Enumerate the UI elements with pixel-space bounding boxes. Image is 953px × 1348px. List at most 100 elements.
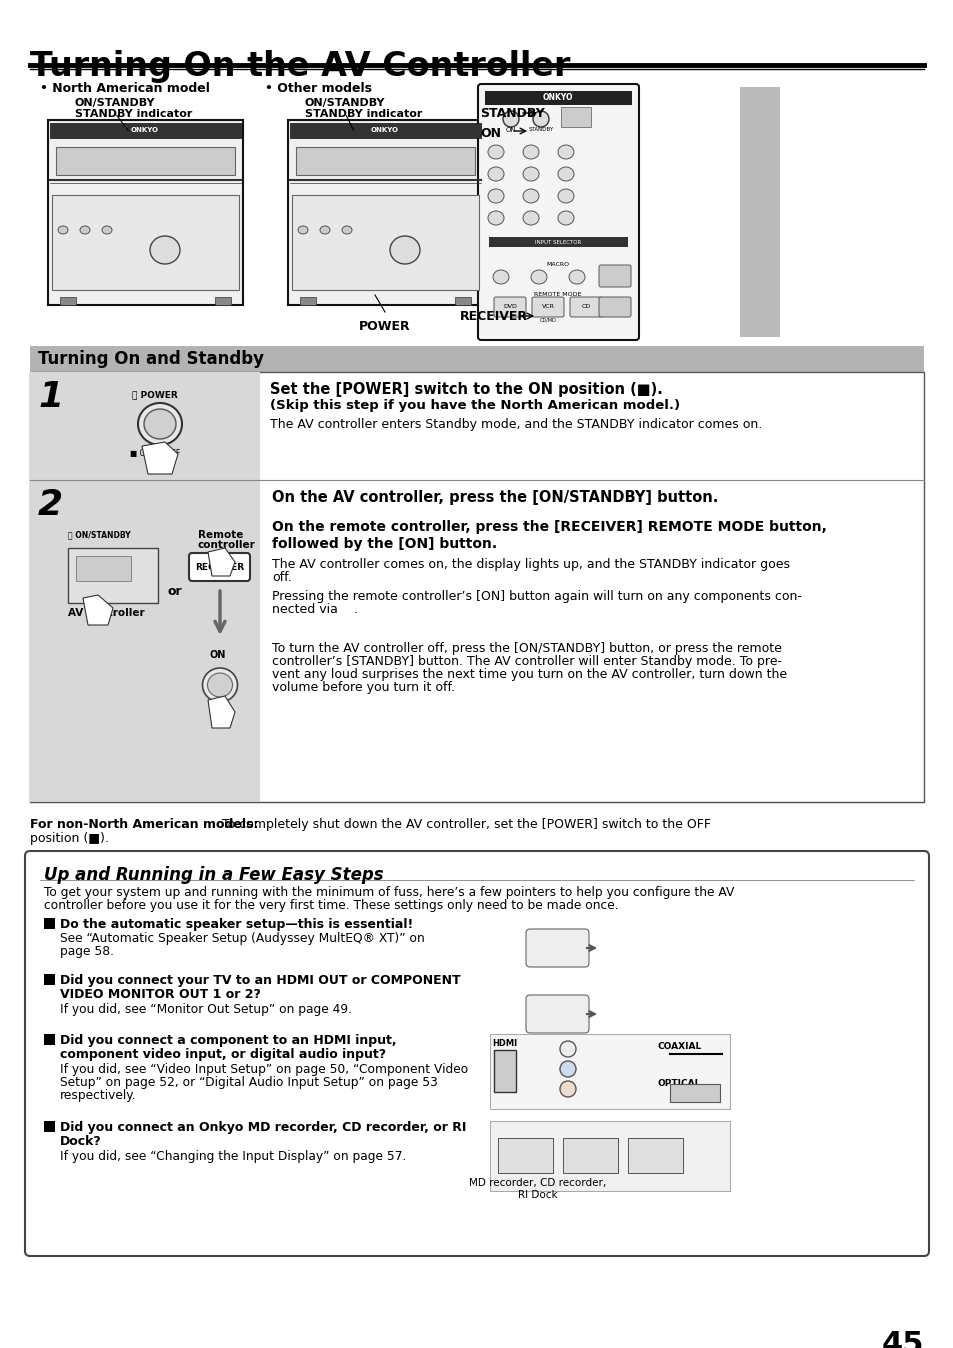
Bar	[68, 549, 158, 603]
Text: MACRO: MACRO	[546, 263, 569, 267]
Ellipse shape	[301, 197, 314, 208]
Text: To get your system up and running with the minimum of fuss, here’s a few pointer: To get your system up and running with t…	[44, 886, 734, 899]
Text: Up and Running in a Few Easy Steps: Up and Running in a Few Easy Steps	[44, 865, 383, 884]
Text: ON: ON	[210, 650, 226, 661]
Text: 45: 45	[881, 1330, 923, 1348]
Text: VCR: VCR	[541, 305, 554, 310]
Ellipse shape	[319, 226, 330, 235]
Text: OPTICAL: OPTICAL	[658, 1078, 700, 1088]
Bar	[214, 297, 231, 305]
Ellipse shape	[502, 111, 518, 127]
Text: ON/STANDBY: ON/STANDBY	[75, 98, 155, 108]
Bar	[295, 147, 475, 175]
Polygon shape	[142, 442, 178, 474]
Text: Turning On and Standby: Turning On and Standby	[38, 350, 264, 368]
Text: DVD: DVD	[502, 305, 517, 310]
FancyBboxPatch shape	[598, 266, 630, 287]
Text: page 58.: page 58.	[60, 945, 113, 958]
Text: followed by the [ON] button.: followed by the [ON] button.	[272, 537, 497, 551]
Ellipse shape	[61, 197, 75, 208]
Text: ONKYO: ONKYO	[131, 127, 159, 133]
Bar	[562, 1138, 618, 1173]
Bar	[669, 1084, 720, 1103]
Text: RECEIVER: RECEIVER	[195, 562, 244, 572]
Bar	[484, 92, 631, 105]
Text: The AV controller enters Standby mode, and the STANDBY indicator comes on.: The AV controller enters Standby mode, a…	[270, 418, 761, 431]
Ellipse shape	[488, 146, 503, 159]
Ellipse shape	[58, 226, 68, 235]
Ellipse shape	[558, 167, 574, 181]
Text: CD/MD: CD/MD	[539, 318, 556, 322]
Ellipse shape	[559, 1061, 576, 1077]
Text: The AV controller comes on, the display lights up, and the STANDBY indicator goe: The AV controller comes on, the display …	[272, 558, 789, 572]
Text: vent any loud surprises the next time you turn on the AV controller, turn down t: vent any loud surprises the next time yo…	[272, 669, 786, 681]
Text: respectively.: respectively.	[60, 1089, 136, 1103]
Ellipse shape	[102, 226, 112, 235]
FancyBboxPatch shape	[598, 297, 630, 317]
Ellipse shape	[391, 197, 405, 208]
Text: AV controller: AV controller	[68, 608, 145, 617]
Ellipse shape	[390, 236, 419, 264]
Ellipse shape	[533, 111, 548, 127]
Text: controller before you use it for the very first time. These settings only need t: controller before you use it for the ver…	[44, 899, 618, 913]
Text: Turning On the AV Controller: Turning On the AV Controller	[30, 50, 570, 84]
Text: off.: off.	[272, 572, 292, 584]
Text: Setup” on page 52, or “Digital Audio Input Setup” on page 53: Setup” on page 52, or “Digital Audio Inp…	[60, 1076, 437, 1089]
Text: ONKYO: ONKYO	[371, 127, 398, 133]
Text: nected via    .: nected via .	[272, 603, 357, 616]
Bar	[490, 1122, 729, 1192]
Bar	[290, 123, 480, 137]
Bar	[490, 1034, 729, 1109]
Text: ON: ON	[479, 127, 500, 140]
Text: • North American model: • North American model	[40, 82, 210, 94]
Ellipse shape	[531, 270, 546, 284]
Ellipse shape	[346, 197, 359, 208]
Text: or: or	[168, 585, 182, 599]
Ellipse shape	[522, 189, 538, 204]
Bar	[44, 918, 55, 929]
Bar	[494, 1050, 516, 1092]
Ellipse shape	[559, 1041, 576, 1057]
Text: • Other models: • Other models	[265, 82, 372, 94]
FancyBboxPatch shape	[25, 851, 928, 1256]
Text: STANDBY: STANDBY	[479, 106, 544, 120]
Bar	[455, 297, 471, 305]
Bar	[44, 1034, 55, 1045]
Ellipse shape	[488, 167, 503, 181]
Text: COAXIAL: COAXIAL	[658, 1042, 701, 1051]
FancyBboxPatch shape	[288, 120, 482, 305]
Text: component video input, or digital audio input?: component video input, or digital audio …	[60, 1047, 386, 1061]
Bar	[76, 555, 131, 581]
Ellipse shape	[488, 189, 503, 204]
Ellipse shape	[341, 226, 352, 235]
Text: position (■).: position (■).	[30, 832, 109, 845]
Bar	[292, 195, 478, 290]
Bar	[30, 346, 923, 372]
Text: Dock?: Dock?	[60, 1135, 102, 1148]
Text: Do the automatic speaker setup—this is essential!: Do the automatic speaker setup—this is e…	[60, 918, 413, 931]
Text: Did you connect your TV to an HDMI OUT or COMPONENT: Did you connect your TV to an HDMI OUT o…	[60, 975, 460, 987]
Ellipse shape	[436, 197, 450, 208]
FancyBboxPatch shape	[525, 995, 588, 1033]
Text: Pressing the remote controller’s [ON] button again will turn on any components c: Pressing the remote controller’s [ON] bu…	[272, 590, 801, 603]
Text: Set the [POWER] switch to the ON position (■).: Set the [POWER] switch to the ON positio…	[270, 381, 662, 398]
Text: ONKYO: ONKYO	[542, 93, 573, 102]
Text: If you did, see “Changing the Input Display” on page 57.: If you did, see “Changing the Input Disp…	[60, 1150, 406, 1163]
Text: On the AV controller, press the [ON/STANDBY] button.: On the AV controller, press the [ON/STAN…	[272, 491, 718, 506]
Text: controller’s [STANDBY] button. The AV controller will enter Standby mode. To pre: controller’s [STANDBY] button. The AV co…	[272, 655, 781, 669]
FancyBboxPatch shape	[189, 553, 250, 581]
Polygon shape	[208, 696, 234, 728]
Text: STANDBY: STANDBY	[528, 127, 553, 132]
Bar	[44, 975, 55, 985]
Text: Did you connect an Onkyo MD recorder, CD recorder, or RI: Did you connect an Onkyo MD recorder, CD…	[60, 1122, 466, 1134]
Text: See “Automatic Speaker Setup (Audyssey MultEQ® XT)” on: See “Automatic Speaker Setup (Audyssey M…	[60, 931, 424, 945]
Text: CD: CD	[580, 305, 590, 310]
Text: ■ ON  ■ OFF: ■ ON ■ OFF	[130, 449, 180, 458]
Ellipse shape	[106, 197, 120, 208]
Text: REMOTE MODE: REMOTE MODE	[534, 291, 581, 297]
Ellipse shape	[297, 226, 308, 235]
Ellipse shape	[568, 270, 584, 284]
Text: To completely shut down the AV controller, set the [POWER] switch to the OFF: To completely shut down the AV controlle…	[218, 818, 710, 830]
Ellipse shape	[522, 146, 538, 159]
Ellipse shape	[144, 408, 175, 439]
